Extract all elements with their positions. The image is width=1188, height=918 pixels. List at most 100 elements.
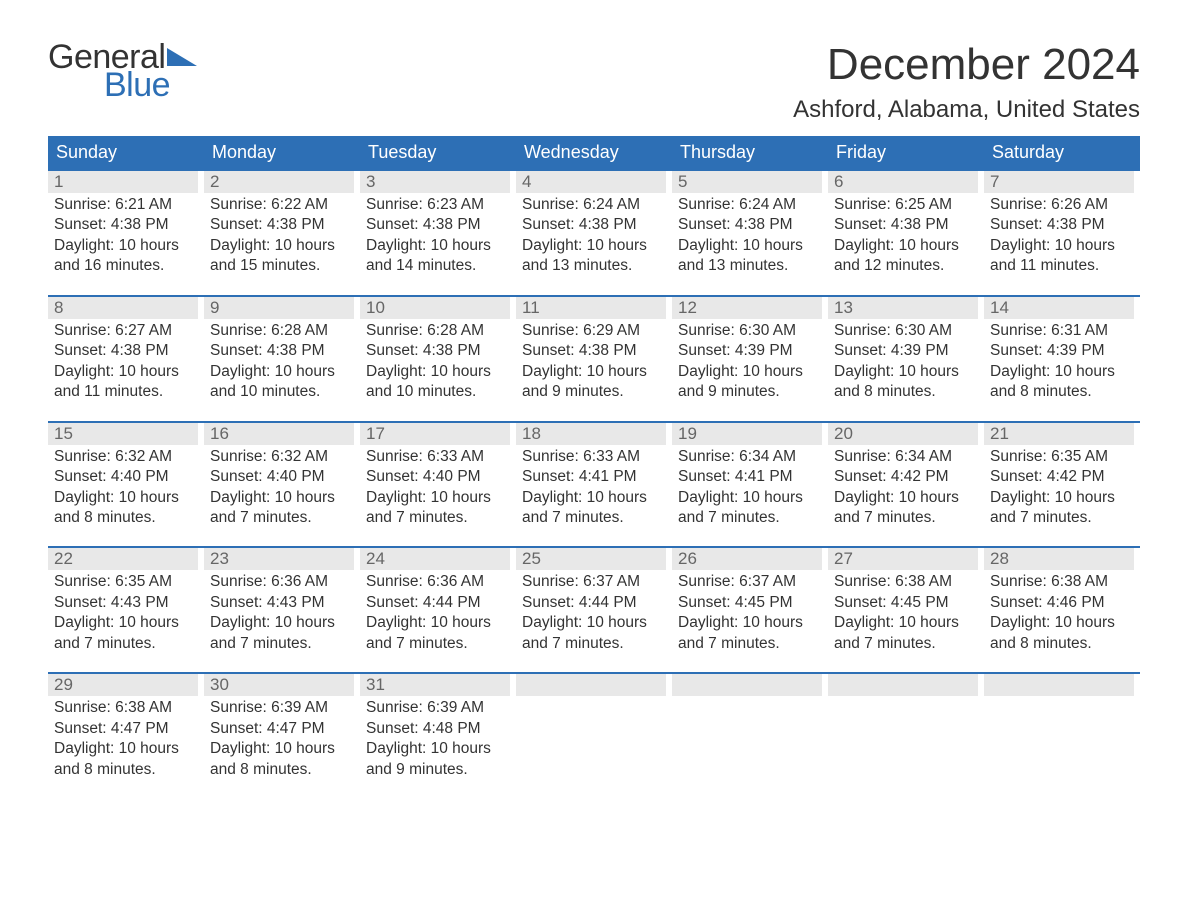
daylight-line1: Daylight: 10 hours [366,739,504,759]
calendar-day: 3Sunrise: 6:23 AMSunset: 4:38 PMDaylight… [360,171,516,277]
day-body: Sunrise: 6:36 AMSunset: 4:44 PMDaylight:… [360,570,510,654]
daylight-line1: Daylight: 10 hours [834,236,972,256]
daylight-line1: Daylight: 10 hours [366,488,504,508]
sunrise-text: Sunrise: 6:35 AM [54,572,192,592]
day-body: Sunrise: 6:23 AMSunset: 4:38 PMDaylight:… [360,193,510,277]
daylight-line1: Daylight: 10 hours [834,362,972,382]
day-body: Sunrise: 6:30 AMSunset: 4:39 PMDaylight:… [672,319,822,403]
weekday-saturday: Saturday [984,136,1140,169]
calendar-day: 5Sunrise: 6:24 AMSunset: 4:38 PMDaylight… [672,171,828,277]
daylight-line1: Daylight: 10 hours [210,362,348,382]
daylight-line2: and 10 minutes. [210,382,348,402]
header: General Blue December 2024 Ashford, Alab… [48,40,1140,124]
calendar-day: 7Sunrise: 6:26 AMSunset: 4:38 PMDaylight… [984,171,1140,277]
daylight-line2: and 11 minutes. [990,256,1128,276]
daylight-line2: and 8 minutes. [54,760,192,780]
daylight-line1: Daylight: 10 hours [834,488,972,508]
day-number: 15 [48,423,198,445]
sunset-text: Sunset: 4:41 PM [522,467,660,487]
calendar-day: 6Sunrise: 6:25 AMSunset: 4:38 PMDaylight… [828,171,984,277]
sunrise-text: Sunrise: 6:35 AM [990,447,1128,467]
day-body: Sunrise: 6:35 AMSunset: 4:43 PMDaylight:… [48,570,198,654]
day-body: Sunrise: 6:39 AMSunset: 4:47 PMDaylight:… [204,696,354,780]
sunset-text: Sunset: 4:38 PM [522,215,660,235]
daylight-line1: Daylight: 10 hours [990,362,1128,382]
calendar-day: 8Sunrise: 6:27 AMSunset: 4:38 PMDaylight… [48,297,204,403]
day-body: Sunrise: 6:37 AMSunset: 4:45 PMDaylight:… [672,570,822,654]
day-number: 6 [828,171,978,193]
sunrise-text: Sunrise: 6:23 AM [366,195,504,215]
day-number: 30 [204,674,354,696]
day-body: Sunrise: 6:22 AMSunset: 4:38 PMDaylight:… [204,193,354,277]
calendar-day: 25Sunrise: 6:37 AMSunset: 4:44 PMDayligh… [516,548,672,654]
weekday-tuesday: Tuesday [360,136,516,169]
day-number: 19 [672,423,822,445]
calendar-day: 22Sunrise: 6:35 AMSunset: 4:43 PMDayligh… [48,548,204,654]
weekday-friday: Friday [828,136,984,169]
calendar-day: 11Sunrise: 6:29 AMSunset: 4:38 PMDayligh… [516,297,672,403]
sunrise-text: Sunrise: 6:32 AM [54,447,192,467]
sunset-text: Sunset: 4:38 PM [522,341,660,361]
daylight-line2: and 16 minutes. [54,256,192,276]
daylight-line1: Daylight: 10 hours [54,739,192,759]
sunset-text: Sunset: 4:40 PM [210,467,348,487]
daylight-line1: Daylight: 10 hours [366,236,504,256]
daylight-line2: and 7 minutes. [834,634,972,654]
day-number: 3 [360,171,510,193]
day-number [828,674,978,696]
sunset-text: Sunset: 4:45 PM [678,593,816,613]
daylight-line2: and 7 minutes. [366,634,504,654]
sunrise-text: Sunrise: 6:38 AM [834,572,972,592]
sunrise-text: Sunrise: 6:34 AM [678,447,816,467]
weekday-sunday: Sunday [48,136,204,169]
daylight-line2: and 8 minutes. [990,382,1128,402]
day-number: 20 [828,423,978,445]
day-number: 12 [672,297,822,319]
sunrise-text: Sunrise: 6:21 AM [54,195,192,215]
sunset-text: Sunset: 4:48 PM [366,719,504,739]
calendar-week: 29Sunrise: 6:38 AMSunset: 4:47 PMDayligh… [48,672,1140,780]
sunset-text: Sunset: 4:38 PM [366,215,504,235]
daylight-line1: Daylight: 10 hours [678,362,816,382]
daylight-line1: Daylight: 10 hours [54,613,192,633]
sunrise-text: Sunrise: 6:36 AM [210,572,348,592]
calendar-day: 24Sunrise: 6:36 AMSunset: 4:44 PMDayligh… [360,548,516,654]
sunset-text: Sunset: 4:47 PM [54,719,192,739]
day-body: Sunrise: 6:36 AMSunset: 4:43 PMDaylight:… [204,570,354,654]
daylight-line1: Daylight: 10 hours [54,488,192,508]
daylight-line2: and 7 minutes. [54,634,192,654]
daylight-line1: Daylight: 10 hours [210,613,348,633]
calendar-day: 13Sunrise: 6:30 AMSunset: 4:39 PMDayligh… [828,297,984,403]
daylight-line1: Daylight: 10 hours [210,488,348,508]
day-body: Sunrise: 6:24 AMSunset: 4:38 PMDaylight:… [672,193,822,277]
sunset-text: Sunset: 4:39 PM [990,341,1128,361]
daylight-line1: Daylight: 10 hours [678,613,816,633]
sunrise-text: Sunrise: 6:27 AM [54,321,192,341]
calendar-week: 22Sunrise: 6:35 AMSunset: 4:43 PMDayligh… [48,546,1140,654]
day-body: Sunrise: 6:37 AMSunset: 4:44 PMDaylight:… [516,570,666,654]
day-number: 1 [48,171,198,193]
day-body: Sunrise: 6:24 AMSunset: 4:38 PMDaylight:… [516,193,666,277]
sunset-text: Sunset: 4:47 PM [210,719,348,739]
daylight-line1: Daylight: 10 hours [522,362,660,382]
sunset-text: Sunset: 4:41 PM [678,467,816,487]
day-body: Sunrise: 6:34 AMSunset: 4:42 PMDaylight:… [828,445,978,529]
daylight-line2: and 14 minutes. [366,256,504,276]
weekday-monday: Monday [204,136,360,169]
day-number: 11 [516,297,666,319]
sunrise-text: Sunrise: 6:29 AM [522,321,660,341]
sunset-text: Sunset: 4:40 PM [366,467,504,487]
calendar-day: 31Sunrise: 6:39 AMSunset: 4:48 PMDayligh… [360,674,516,780]
day-number: 16 [204,423,354,445]
calendar-day: 9Sunrise: 6:28 AMSunset: 4:38 PMDaylight… [204,297,360,403]
day-body: Sunrise: 6:32 AMSunset: 4:40 PMDaylight:… [48,445,198,529]
calendar-day: 12Sunrise: 6:30 AMSunset: 4:39 PMDayligh… [672,297,828,403]
calendar-day: 14Sunrise: 6:31 AMSunset: 4:39 PMDayligh… [984,297,1140,403]
day-number: 26 [672,548,822,570]
calendar-day: 27Sunrise: 6:38 AMSunset: 4:45 PMDayligh… [828,548,984,654]
day-body: Sunrise: 6:28 AMSunset: 4:38 PMDaylight:… [204,319,354,403]
sunset-text: Sunset: 4:43 PM [54,593,192,613]
calendar: Sunday Monday Tuesday Wednesday Thursday… [48,136,1140,780]
day-body: Sunrise: 6:27 AMSunset: 4:38 PMDaylight:… [48,319,198,403]
daylight-line2: and 9 minutes. [522,382,660,402]
